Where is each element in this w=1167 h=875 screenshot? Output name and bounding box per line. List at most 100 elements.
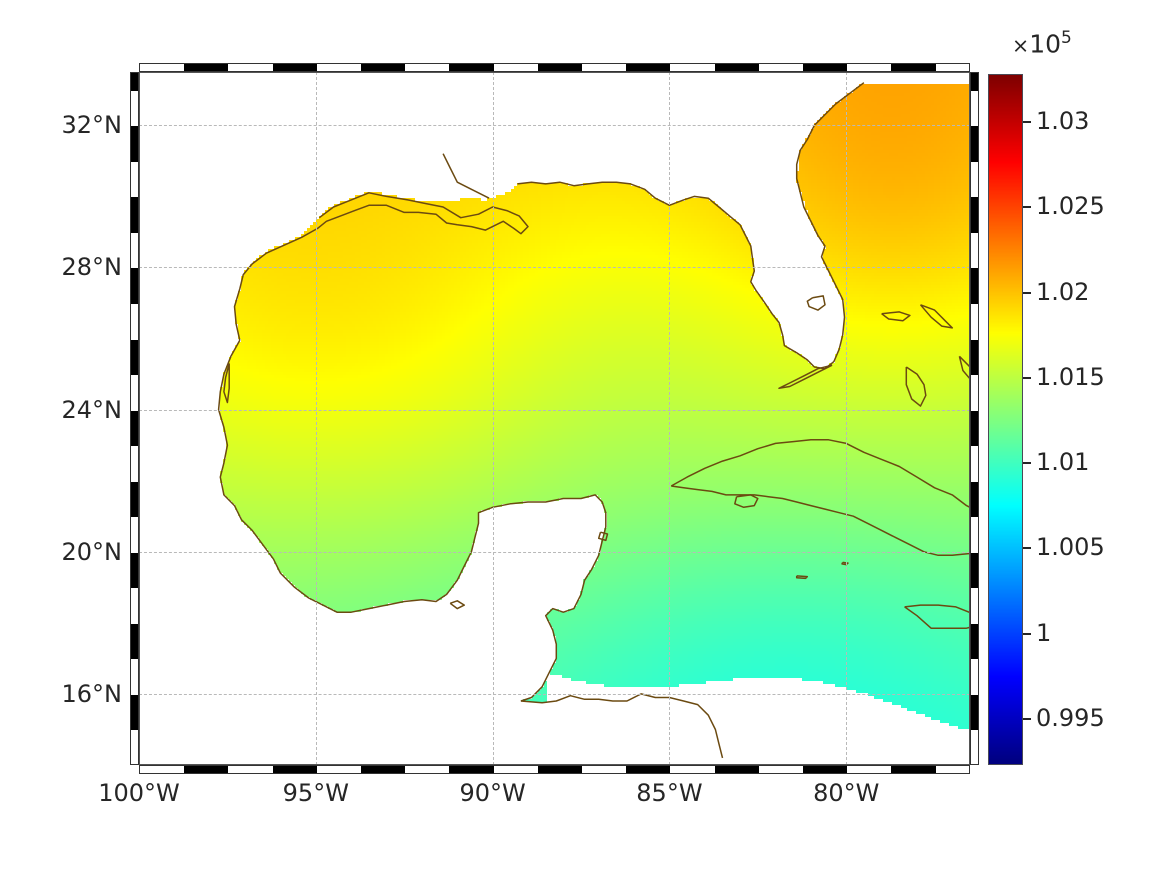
gridline-parallel	[139, 693, 970, 695]
frame-tick-segment	[140, 64, 185, 71]
frame-tick-segment	[626, 766, 671, 773]
frame-tick-segment	[361, 766, 406, 773]
colorbar-tick	[1023, 376, 1031, 379]
colorbar-tick-label: 1.03	[1036, 106, 1090, 135]
frame-tick-segment	[449, 64, 494, 71]
pressure-field-raster	[139, 72, 970, 765]
frame-tick-segment	[971, 730, 978, 764]
multiplier-sign: ×	[1012, 33, 1030, 58]
coastline-path	[517, 82, 865, 370]
frame-tick-segment	[670, 766, 715, 773]
colorbar[interactable]	[988, 74, 1023, 765]
colorbar-tick	[1023, 291, 1031, 294]
coastline-path	[795, 575, 809, 580]
frame-tick-segment	[272, 766, 317, 773]
frame-tick-segment	[131, 126, 138, 162]
frame-tick-segment	[131, 446, 138, 482]
frame-tick-segment	[537, 766, 582, 773]
frame-tick-segment	[228, 766, 273, 773]
coastline-path	[233, 192, 529, 341]
frame-tick-segment	[316, 64, 361, 71]
frame-tick-segment	[971, 304, 978, 340]
gridline-parallel	[139, 409, 970, 411]
frame-tick-segment	[847, 64, 892, 71]
x-tick-label: 95°W	[282, 779, 349, 807]
colorbar-tick	[1023, 462, 1031, 465]
frame-tick-segment	[131, 197, 138, 233]
frame-tick-segment	[493, 64, 538, 71]
frame-tick-segment	[971, 161, 978, 198]
frame-tick-segment	[272, 64, 317, 71]
frame-tick-segment	[131, 268, 138, 304]
frame-tick-segment	[131, 623, 138, 660]
y-tick-label: 28°N	[61, 253, 123, 282]
frame-tick-segment	[131, 588, 138, 624]
axis-frame-right	[970, 72, 979, 765]
coastline-path	[442, 153, 490, 199]
frame-tick-segment	[405, 64, 450, 71]
map-axes[interactable]	[139, 72, 970, 765]
frame-tick-segment	[131, 410, 138, 447]
frame-tick-segment	[803, 766, 848, 773]
frame-tick-segment	[537, 64, 582, 71]
frame-tick-segment	[971, 552, 978, 589]
frame-tick-segment	[971, 268, 978, 304]
x-tick-label: 85°W	[636, 779, 703, 807]
frame-tick-segment	[493, 766, 538, 773]
gridline-parallel	[139, 267, 970, 269]
axis-frame-top	[139, 63, 970, 72]
colorbar-tick-label: 1.015	[1036, 362, 1105, 391]
coastline-path	[734, 494, 759, 509]
colorbar-tick-label: 0.995	[1036, 704, 1105, 733]
frame-tick-segment	[891, 64, 936, 71]
frame-tick-segment	[971, 410, 978, 447]
frame-tick-segment	[316, 766, 361, 773]
frame-tick-segment	[971, 339, 978, 376]
gridline-parallel	[139, 125, 970, 127]
frame-tick-segment	[131, 481, 138, 518]
frame-tick-segment	[131, 232, 138, 269]
y-tick-label: 32°N	[61, 111, 123, 140]
frame-tick-segment	[971, 375, 978, 411]
frame-tick-segment	[935, 766, 969, 773]
frame-tick-segment	[971, 517, 978, 553]
frame-tick-segment	[935, 64, 969, 71]
frame-tick-segment	[131, 694, 138, 731]
frame-tick-segment	[670, 64, 715, 71]
frame-tick-segment	[405, 766, 450, 773]
frame-tick-segment	[361, 64, 406, 71]
frame-tick-segment	[971, 481, 978, 518]
colorbar-tick	[1023, 718, 1031, 721]
frame-tick-segment	[140, 766, 185, 773]
frame-tick-segment	[131, 304, 138, 340]
frame-tick-segment	[971, 90, 978, 127]
axis-frame-bottom	[139, 765, 970, 774]
frame-tick-segment	[131, 161, 138, 198]
coastline-path	[778, 364, 833, 390]
frame-tick-segment	[582, 64, 627, 71]
colorbar-tick	[1023, 206, 1031, 209]
frame-tick-segment	[714, 64, 759, 71]
coastline-path	[881, 311, 911, 322]
coastline-path	[904, 604, 970, 629]
frame-tick-segment	[971, 659, 978, 695]
frame-tick-segment	[131, 339, 138, 376]
gridline-meridian	[669, 72, 671, 765]
frame-tick-segment	[131, 730, 138, 764]
frame-tick-segment	[971, 623, 978, 660]
frame-tick-segment	[626, 64, 671, 71]
frame-tick-segment	[847, 766, 892, 773]
x-tick-label: 90°W	[459, 779, 526, 807]
frame-tick-segment	[971, 197, 978, 233]
coastline-path	[905, 366, 927, 407]
frame-tick-segment	[971, 73, 978, 91]
colorbar-tick-label: 1	[1036, 618, 1052, 647]
gridline-meridian	[315, 72, 317, 765]
coastline-path	[670, 439, 970, 557]
frame-tick-segment	[971, 232, 978, 269]
frame-tick-segment	[971, 126, 978, 162]
frame-tick-segment	[131, 517, 138, 553]
coastline-path	[520, 693, 724, 759]
coastline-path	[449, 600, 466, 610]
